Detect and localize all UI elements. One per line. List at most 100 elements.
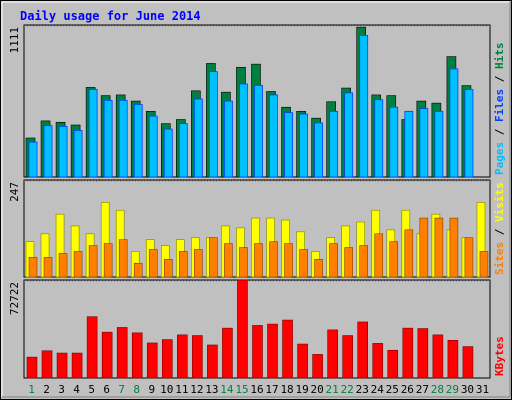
bar-kbytes [146, 342, 158, 379]
bar-sites [284, 243, 293, 278]
legend-separator: / [493, 69, 506, 89]
y-max-label: 1111 [8, 27, 21, 54]
bar-files [464, 89, 474, 178]
bar-sites [404, 229, 414, 278]
bar-kbytes [402, 327, 414, 379]
bar-files [148, 115, 158, 178]
bar-files [359, 34, 369, 178]
bar-sites [269, 241, 278, 278]
bar-files [449, 68, 459, 178]
legend-files: Files [493, 89, 506, 122]
bar-files [269, 94, 278, 178]
x-tick-label: 3 [58, 383, 65, 396]
bar-kbytes [327, 329, 338, 379]
bar-kbytes [282, 319, 293, 379]
bar-kbytes [116, 327, 128, 379]
x-tick-label: 19 [295, 383, 308, 396]
bar-kbytes [447, 339, 459, 379]
bar-sites [299, 249, 308, 278]
bar-files [224, 100, 233, 178]
bar-sites [88, 245, 98, 278]
bar-kbytes [387, 349, 399, 379]
bar-files [329, 110, 339, 178]
x-tick-label: 12 [190, 383, 203, 396]
bar-sites [374, 233, 384, 278]
bar-files [344, 92, 354, 178]
bar-sites [329, 243, 338, 278]
bar-kbytes [237, 279, 248, 379]
x-tick-label: 15 [235, 383, 248, 396]
panel-visits-sites: 247 Sites / Visits [8, 179, 506, 278]
bar-sites [464, 237, 474, 278]
bar-files [133, 104, 143, 178]
x-tick-label: 4 [73, 383, 80, 396]
x-tick-label: 29 [446, 383, 459, 396]
bar-files [374, 99, 384, 178]
bar-sites [239, 247, 248, 278]
x-tick-label: 1 [28, 383, 35, 396]
panel-hits-files-pages: 1111 Pages / Files / Hits [8, 24, 506, 178]
x-tick-label: 23 [356, 383, 369, 396]
bar-sites [209, 237, 218, 278]
bar-sites [224, 243, 233, 278]
bar-sites [254, 243, 263, 278]
x-tick-label: 2 [43, 383, 50, 396]
x-tick-label: 10 [160, 383, 173, 396]
legend-sites: Sites [493, 242, 506, 275]
bar-sites [118, 239, 128, 278]
legend-label: Sites / Visits [493, 182, 506, 275]
bar-sites [43, 257, 53, 278]
bar-files [43, 125, 53, 178]
x-tick-label: 14 [220, 383, 234, 396]
bar-files [178, 123, 188, 178]
bar-files [284, 112, 293, 178]
x-tick-label: 7 [118, 383, 125, 396]
legend-label: Pages / Files / Hits [493, 43, 506, 176]
x-tick-label: 26 [401, 383, 414, 396]
bar-sites [434, 217, 444, 278]
bar-kbytes [252, 325, 263, 379]
legend-pages: Pages [493, 142, 506, 175]
bar-sites [103, 243, 113, 278]
x-tick-label: 13 [205, 383, 218, 396]
bar-sites [389, 241, 399, 278]
bar-files [163, 128, 173, 178]
legend-visits: Visits [493, 182, 506, 222]
bar-files [28, 141, 38, 178]
x-tick-label: 31 [476, 383, 489, 396]
bar-files [118, 99, 128, 178]
bar-kbytes [267, 323, 278, 379]
bar-files [239, 83, 248, 178]
bar-sites [449, 217, 459, 278]
bar-kbytes [131, 332, 143, 379]
bar-files [389, 106, 399, 178]
bar-sites [58, 253, 68, 278]
bar-sites [359, 245, 369, 278]
bar-kbytes [417, 328, 429, 379]
bar-kbytes [161, 339, 173, 379]
x-axis-labels: 1 2 3 4 5 6 7 8 9 10 11 12 13 14 15 16 17 18 19 20 21 22 23 24 2… [28, 383, 489, 396]
chart-title: Daily usage for June 2014 [20, 9, 201, 23]
legend-separator: / [493, 222, 506, 242]
bar-kbytes [462, 346, 474, 379]
y-max-label: 247 [8, 182, 21, 202]
bar-kbytes [207, 344, 218, 379]
legend-separator: / [493, 122, 506, 142]
bar-sites [194, 249, 203, 278]
x-tick-label: 5 [88, 383, 95, 396]
x-tick-label: 30 [461, 383, 474, 396]
bar-files [208, 71, 218, 178]
bar-files [58, 125, 68, 178]
y-max-label: 72722 [8, 282, 21, 315]
legend-kbytes: KBytes [493, 336, 506, 376]
x-tick-label: 8 [133, 383, 140, 396]
x-tick-label: 20 [311, 383, 324, 396]
bar-sites [28, 257, 38, 278]
bar-files [88, 89, 98, 178]
bar-sites [73, 251, 83, 278]
legend-hits: Hits [493, 43, 506, 70]
bar-kbytes [192, 335, 203, 379]
bar-files [193, 98, 203, 178]
bar-sites [419, 217, 429, 278]
